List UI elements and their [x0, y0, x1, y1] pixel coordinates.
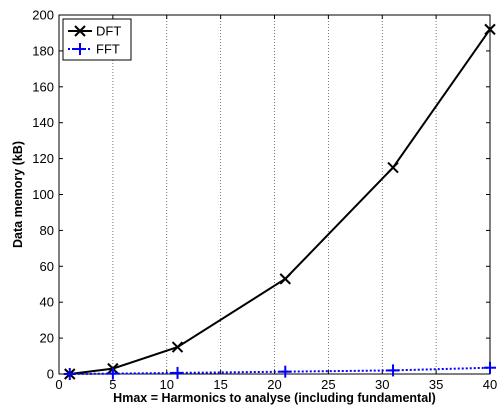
legend: DFT FFT — [62, 18, 132, 61]
axis-ticks: 0 5 10 15 20 25 30 35 40 0 20 40 60 80 100 120 140 160 180… — [32, 8, 497, 393]
y-tick-label: 20 — [40, 331, 54, 346]
legend-label: FFT — [96, 42, 120, 57]
plus-marker — [484, 361, 496, 374]
x-marker — [74, 25, 86, 37]
plus-marker — [279, 365, 292, 378]
x-tick-label: 5 — [109, 377, 116, 392]
x-tick-label: 40 — [483, 377, 497, 392]
plus-marker — [74, 43, 86, 55]
series-fft — [63, 361, 496, 380]
x-marker — [279, 273, 291, 285]
series-dft — [64, 23, 496, 380]
x-tick-label: 20 — [267, 377, 281, 392]
plus-marker — [63, 368, 76, 380]
y-tick-label: 140 — [32, 115, 54, 130]
plus-marker — [171, 366, 184, 379]
series-group — [63, 23, 496, 380]
y-tick-label: 200 — [32, 8, 54, 23]
x-axis-title: Hmax = Harmonics to analyse (including f… — [113, 391, 436, 405]
x-tick-label: 30 — [375, 377, 389, 392]
y-tick-label: 100 — [32, 187, 54, 202]
plus-marker — [387, 364, 400, 377]
y-tick-label: 60 — [40, 259, 54, 274]
plus-marker — [106, 367, 119, 380]
y-tick-label: 120 — [32, 151, 54, 166]
legend-item-fft: FFT — [68, 42, 120, 57]
x-tick-label: 25 — [321, 377, 335, 392]
x-marker — [387, 161, 399, 174]
legend-label: DFT — [96, 24, 121, 39]
legend-box — [62, 18, 132, 61]
y-tick-label: 180 — [32, 43, 54, 58]
x-tick-label: 35 — [429, 377, 443, 392]
x-tick-label: 0 — [55, 377, 62, 392]
series-line — [69, 28, 491, 375]
x-marker — [484, 23, 496, 36]
legend-item-dft: DFT — [68, 24, 121, 39]
y-tick-label: 160 — [32, 79, 54, 94]
x-marker — [171, 341, 184, 353]
x-tick-label: 10 — [160, 377, 174, 392]
y-tick-label: 0 — [47, 367, 54, 382]
y-tick-label: 80 — [40, 223, 54, 238]
y-tick-label: 40 — [40, 295, 54, 310]
y-axis-title: Data memory (kB) — [11, 141, 25, 248]
x-tick-label: 15 — [213, 377, 227, 392]
series-line — [69, 366, 491, 375]
